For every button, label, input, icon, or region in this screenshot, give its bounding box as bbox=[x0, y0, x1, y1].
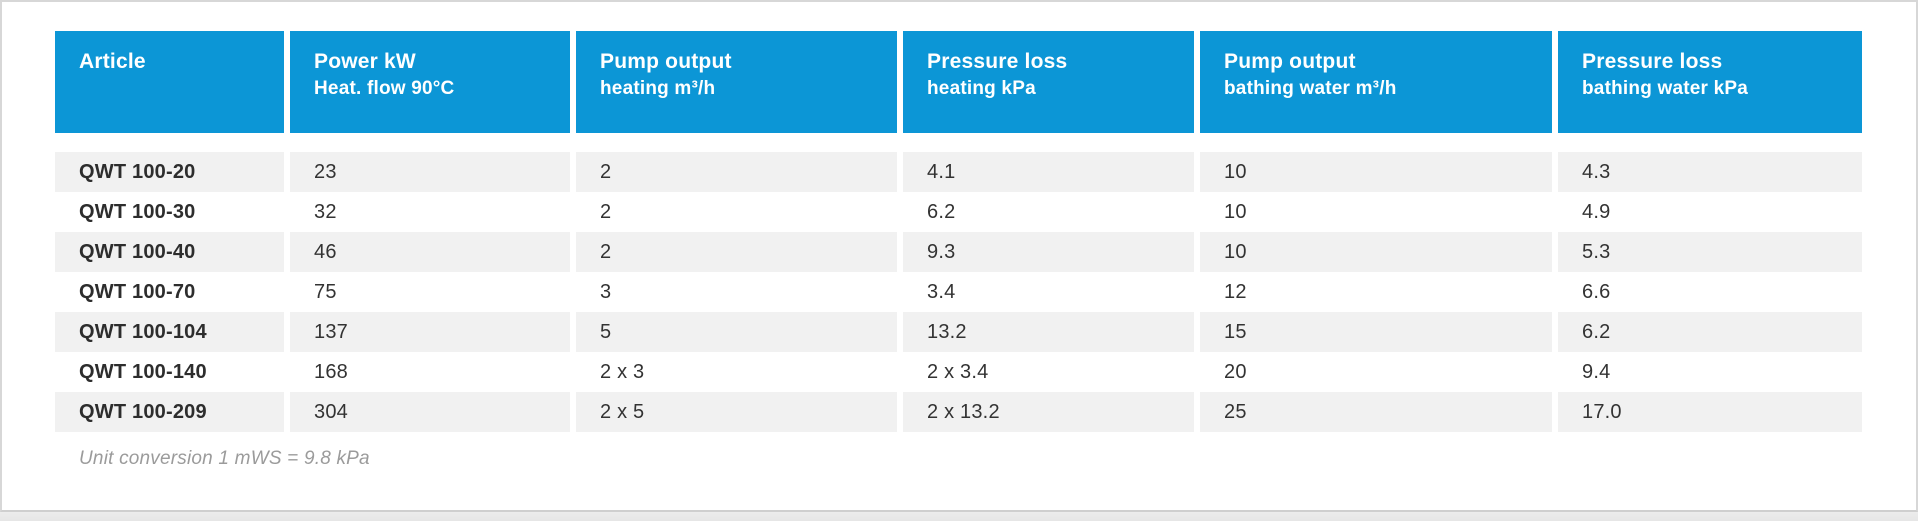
table-row: QWT 100-20 23 2 4.1 10 4.3 bbox=[55, 152, 1862, 192]
page-bottom-strip bbox=[0, 512, 1918, 521]
cell-article: QWT 100-104 bbox=[55, 312, 284, 352]
unit-conversion-note: Unit conversion 1 mWS = 9.8 kPa bbox=[79, 448, 370, 469]
column-title: Pump output bbox=[1224, 50, 1356, 73]
cell-pump-output-heating: 2 bbox=[600, 201, 612, 223]
column-title: Article bbox=[79, 50, 146, 73]
column-subtitle: bathing water m³/h bbox=[1224, 78, 1397, 99]
column-subtitle: heating kPa bbox=[927, 78, 1036, 99]
cell-pressure-loss-bathing-water: 4.9 bbox=[1582, 201, 1611, 223]
table-body: QWT 100-20 23 2 4.1 10 4.3 QWT 100-30 32… bbox=[55, 152, 1862, 432]
column-header-pump-output-heating: Pump output heating m³/h bbox=[576, 31, 897, 133]
cell-pressure-loss-heating: 4.1 bbox=[903, 152, 1194, 192]
column-title: Pressure loss bbox=[1582, 50, 1723, 73]
column-title: Pressure loss bbox=[927, 50, 1068, 73]
cell-article: QWT 100-20 bbox=[55, 152, 284, 192]
cell-article: QWT 100-209 bbox=[55, 392, 284, 432]
table-row: QWT 100-140 168 2 x 3 2 x 3.4 20 9.4 bbox=[55, 352, 1862, 392]
cell-pressure-loss-bathing-water: 5.3 bbox=[1558, 232, 1862, 272]
cell-power: 304 bbox=[290, 392, 570, 432]
cell-power: 32 bbox=[314, 201, 337, 223]
column-title: Power kW bbox=[314, 50, 416, 73]
cell-pressure-loss-heating: 6.2 bbox=[927, 201, 956, 223]
cell-pump-output-bathing-water: 10 bbox=[1224, 201, 1247, 223]
cell-pump-output-heating: 2 x 5 bbox=[576, 392, 897, 432]
cell-pump-output-heating: 2 bbox=[576, 232, 897, 272]
cell-power: 75 bbox=[314, 281, 337, 303]
table-row: QWT 100-104 137 5 13.2 15 6.2 bbox=[55, 312, 1862, 352]
column-subtitle: bathing water kPa bbox=[1582, 78, 1748, 99]
column-header-pressure-loss-heating: Pressure loss heating kPa bbox=[903, 31, 1194, 133]
cell-pressure-loss-bathing-water: 6.6 bbox=[1582, 281, 1611, 303]
table-row: QWT 100-70 75 3 3.4 12 6.6 bbox=[55, 272, 1862, 312]
cell-pump-output-heating: 5 bbox=[576, 312, 897, 352]
cell-pressure-loss-bathing-water: 17.0 bbox=[1558, 392, 1862, 432]
cell-article: QWT 100-30 bbox=[79, 201, 196, 223]
table-header-row: Article Power kW Heat. flow 90°C Pump ou… bbox=[55, 31, 1862, 133]
cell-article: QWT 100-40 bbox=[55, 232, 284, 272]
cell-pressure-loss-heating: 3.4 bbox=[927, 281, 956, 303]
cell-power: 137 bbox=[290, 312, 570, 352]
cell-pump-output-heating: 2 x 3 bbox=[600, 361, 645, 383]
cell-pump-output-bathing-water: 20 bbox=[1224, 361, 1247, 383]
cell-pump-output-heating: 2 bbox=[576, 152, 897, 192]
cell-pressure-loss-heating: 2 x 13.2 bbox=[903, 392, 1194, 432]
table-row: QWT 100-209 304 2 x 5 2 x 13.2 25 17.0 bbox=[55, 392, 1862, 432]
column-subtitle: Heat. flow 90°C bbox=[314, 78, 455, 99]
cell-pump-output-bathing-water: 25 bbox=[1200, 392, 1552, 432]
table-row: QWT 100-30 32 2 6.2 10 4.9 bbox=[55, 192, 1862, 232]
column-header-power: Power kW Heat. flow 90°C bbox=[290, 31, 570, 133]
cell-power: 23 bbox=[290, 152, 570, 192]
cell-article: QWT 100-70 bbox=[79, 281, 196, 303]
cell-pressure-loss-heating: 9.3 bbox=[903, 232, 1194, 272]
cell-pump-output-heating: 3 bbox=[600, 281, 612, 303]
column-title: Pump output bbox=[600, 50, 732, 73]
cell-pump-output-bathing-water: 10 bbox=[1200, 232, 1552, 272]
cell-pressure-loss-bathing-water: 4.3 bbox=[1558, 152, 1862, 192]
column-header-pump-output-bathing-water: Pump output bathing water m³/h bbox=[1200, 31, 1552, 133]
cell-pressure-loss-heating: 13.2 bbox=[903, 312, 1194, 352]
table-row: QWT 100-40 46 2 9.3 10 5.3 bbox=[55, 232, 1862, 272]
cell-pump-output-bathing-water: 15 bbox=[1200, 312, 1552, 352]
column-header-pressure-loss-bathing-water: Pressure loss bathing water kPa bbox=[1558, 31, 1862, 133]
cell-power: 46 bbox=[290, 232, 570, 272]
cell-pressure-loss-bathing-water: 6.2 bbox=[1558, 312, 1862, 352]
column-subtitle: heating m³/h bbox=[600, 78, 716, 99]
cell-power: 168 bbox=[314, 361, 348, 383]
cell-article: QWT 100-140 bbox=[79, 361, 207, 383]
column-header-article: Article bbox=[55, 31, 284, 133]
cell-pump-output-bathing-water: 12 bbox=[1224, 281, 1247, 303]
cell-pressure-loss-heating: 2 x 3.4 bbox=[927, 361, 989, 383]
cell-pump-output-bathing-water: 10 bbox=[1200, 152, 1552, 192]
cell-pressure-loss-bathing-water: 9.4 bbox=[1582, 361, 1611, 383]
spec-table: Article Power kW Heat. flow 90°C Pump ou… bbox=[55, 31, 1862, 470]
